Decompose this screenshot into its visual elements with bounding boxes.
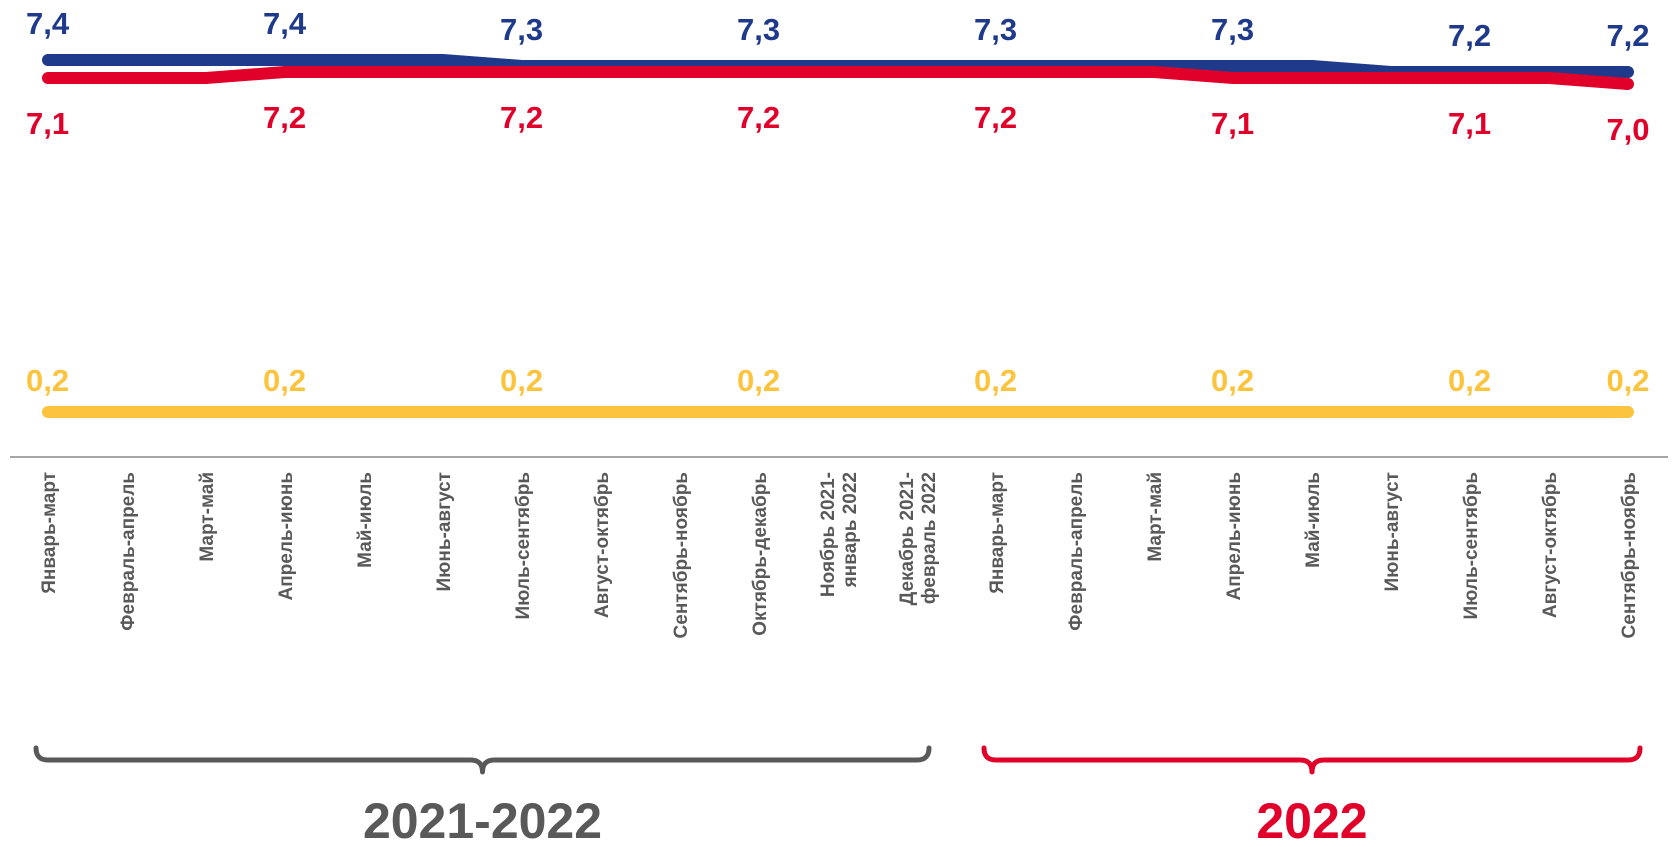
data-label: 7,0 [1606, 112, 1649, 147]
category-label-line: Октябрь-декабрь [750, 472, 771, 636]
category-label-layer: Январь-март Февраль-апрель Март-май Апрель-… [39, 472, 1640, 638]
data-label: 0,2 [26, 363, 69, 398]
category-label: Май-июль [355, 472, 376, 568]
period-brace [33, 745, 932, 775]
category-label: Март-май [197, 472, 218, 562]
category-label-line: Июнь-август [434, 472, 455, 592]
data-label: 7,3 [500, 12, 543, 47]
category-label: Июль-сентябрь [1461, 472, 1482, 620]
category-label-line: Август-октябрь [1540, 472, 1561, 618]
category-label-line: Июль-сентябрь [513, 472, 534, 620]
data-label: 0,2 [1211, 363, 1254, 398]
category-label-line: Январь-март [39, 472, 60, 594]
category-label: Апрель-июнь [1224, 472, 1245, 601]
category-label-line: Февраль-апрель [118, 472, 139, 631]
data-label: 0,2 [263, 363, 306, 398]
data-label: 7,2 [737, 100, 780, 135]
category-label-line: Июль-сентябрь [1461, 472, 1482, 620]
data-label: 0,2 [974, 363, 1017, 398]
data-label: 7,2 [500, 100, 543, 135]
category-label: Февраль-апрель [1066, 472, 1087, 631]
category-label-line: Сентябрь-ноябрь [1619, 472, 1640, 638]
category-label: Октябрь-декабрь [750, 472, 771, 636]
category-label-line: Июнь-август [1382, 472, 1403, 592]
category-label-line: Апрель-июнь [1224, 472, 1245, 601]
category-label-line: январь 2022 [840, 472, 861, 588]
category-label: Март-май [1145, 472, 1166, 562]
data-label: 7,4 [263, 6, 307, 41]
category-label: Июль-сентябрь [513, 472, 534, 620]
data-label: 0,2 [500, 363, 543, 398]
category-label: Сентябрь-ноябрь [671, 472, 692, 638]
category-label-line: Март-май [197, 472, 218, 562]
data-label: 7,3 [737, 12, 780, 47]
category-label: Декабрь 2021- февраль 2022 [897, 472, 940, 605]
category-label: Сентябрь-ноябрь [1619, 472, 1640, 638]
series-line-1 [42, 66, 1634, 90]
data-label: 7,2 [1606, 18, 1649, 53]
data-label: 7,3 [1211, 12, 1254, 47]
category-label: Февраль-апрель [118, 472, 139, 631]
data-label: 0,2 [737, 363, 780, 398]
category-label: Июнь-август [434, 472, 455, 592]
data-label: 7,2 [974, 100, 1017, 135]
category-label-line: Декабрь 2021- [897, 472, 918, 605]
data-label-layer: 7,4 7,4 7,3 7,3 7,3 7,3 7,2 7,2 7,1 7,2 7,2 7,2 7,2 7… [26, 6, 1650, 398]
data-label: 0,2 [1606, 363, 1649, 398]
data-label: 7,1 [1211, 106, 1254, 141]
category-label-line: Май-июль [1303, 472, 1324, 568]
data-label: 7,1 [1448, 106, 1491, 141]
category-label-line: Сентябрь-ноябрь [671, 472, 692, 638]
category-label: Июнь-август [1382, 472, 1403, 592]
data-label: 7,4 [26, 6, 70, 41]
category-label-line: февраль 2022 [919, 472, 940, 604]
category-label-line: Февраль-апрель [1066, 472, 1087, 631]
category-label-line: Август-октябрь [592, 472, 613, 618]
category-label-line: Апрель-июнь [276, 472, 297, 601]
category-label: Апрель-июнь [276, 472, 297, 601]
category-label: Ноябрь 2021- январь 2022 [818, 472, 861, 597]
category-label: Август-октябрь [592, 472, 613, 618]
category-label-line: Ноябрь 2021- [818, 472, 839, 597]
data-label: 7,1 [26, 106, 69, 141]
category-label-line: Январь-март [987, 472, 1008, 594]
category-label-line: Март-май [1145, 472, 1166, 562]
category-label-line: Май-июль [355, 472, 376, 568]
period-label: 2022 [1256, 793, 1367, 847]
period-brace [981, 745, 1643, 775]
category-label: Май-июль [1303, 472, 1324, 568]
data-label: 7,2 [263, 100, 306, 135]
data-label: 0,2 [1448, 363, 1491, 398]
period-group-layer: 2021-2022 2022 [33, 745, 1643, 847]
category-label: Январь-март [987, 472, 1008, 594]
data-label: 7,3 [974, 12, 1017, 47]
series-layer [42, 54, 1634, 418]
period-label: 2021-2022 [363, 793, 602, 847]
data-label: 7,2 [1448, 18, 1491, 53]
category-label: Январь-март [39, 472, 60, 594]
category-label: Август-октябрь [1540, 472, 1561, 618]
